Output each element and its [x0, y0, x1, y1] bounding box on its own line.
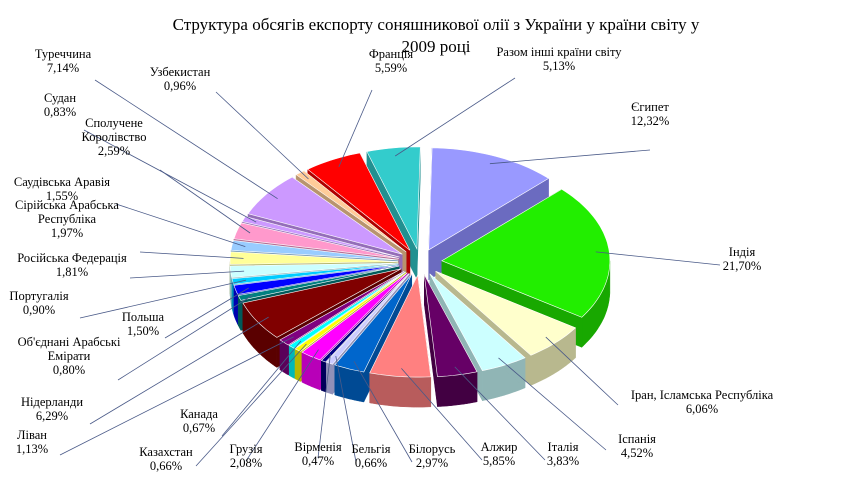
- slice-label-6: Білорусь 2,97%: [409, 442, 456, 470]
- leader-line-19: [115, 203, 246, 247]
- pie-slice-туреччина: [247, 176, 403, 255]
- leader-line-8: [317, 354, 331, 459]
- slice-label-10: Казахстан 0,66%: [139, 445, 193, 473]
- slice-label-22: Туреччина 7,14%: [35, 47, 92, 75]
- slice-label-20: Сполучене Королівство 2,59%: [82, 116, 147, 158]
- pie-slice-сполучене-королівство: [233, 222, 399, 259]
- leader-line-7: [335, 356, 357, 463]
- slice-label-2: Іран, Ісламська Республіка 6,06%: [631, 388, 774, 416]
- slice-label-7: Бельгія 0,66%: [351, 442, 390, 470]
- slice-label-13: Нідерланди 6,29%: [21, 395, 83, 423]
- slice-label-12: Ліван 1,13%: [16, 428, 48, 456]
- chart-title-line-2: 2009 році: [401, 37, 470, 56]
- pie-slice-нідерланди: [242, 268, 402, 338]
- slice-label-8: Вірменія 0,47%: [294, 440, 341, 468]
- slice-label-3: Іспанія 4,52%: [618, 432, 656, 460]
- leader-line-22: [94, 79, 278, 200]
- leader-line-9: [245, 349, 319, 462]
- pie-slice-канада: [288, 271, 406, 349]
- pie-slice-грузія: [301, 272, 408, 361]
- slice-label-21: Судан 0,83%: [44, 91, 76, 119]
- leader-line-11: [221, 340, 302, 437]
- pie-slice-разом-інші-країни-світу: [366, 146, 421, 251]
- pie-slice-ліван: [279, 270, 405, 346]
- leader-line-1: [595, 251, 721, 266]
- leader-line-12: [59, 336, 294, 456]
- pie-slice-італія: [424, 274, 478, 377]
- slice-label-4: Італія 3,83%: [547, 440, 579, 468]
- leader-line-20: [159, 169, 251, 234]
- leader-line-5: [401, 368, 483, 461]
- leader-line-21: [83, 129, 257, 223]
- leader-line-4: [454, 366, 546, 461]
- slice-label-16: Португалія 0,90%: [9, 289, 68, 317]
- pie-slice-об-єднані-арабські-емірати: [237, 265, 400, 301]
- slice-labels: Єгипет 12,32% Індія 21,70% Іран, Ісламська Р…: [9, 45, 773, 473]
- slice-label-18: Сірійська Арабська Республіка 1,97%: [15, 198, 119, 240]
- pie-slice-франція: [307, 152, 411, 251]
- pie-slice-польша: [233, 264, 399, 295]
- pie-slice-єгипет: [428, 147, 550, 251]
- slice-label-23: Узбекистан 0,96%: [150, 65, 211, 93]
- leader-line-17: [129, 270, 245, 279]
- slice-label-9: Грузія 2,08%: [230, 442, 263, 470]
- leader-line-2: [545, 336, 619, 406]
- leader-lines: [59, 77, 721, 467]
- leader-line-0: [489, 149, 651, 165]
- chart-title-line-1: Структура обсягів експорту соняшникової …: [173, 15, 700, 34]
- pie-slice-tops: [229, 146, 611, 378]
- leader-line-18: [139, 251, 244, 259]
- leader-line-10: [195, 343, 307, 467]
- leader-line-25: [394, 77, 516, 157]
- slice-label-24: Франція 5,59%: [369, 47, 414, 75]
- slice-label-1: Індія 21,70%: [723, 245, 762, 273]
- slice-label-19: Саудівська Аравія 1,55%: [14, 175, 110, 203]
- leader-line-14: [117, 295, 253, 381]
- leader-line-23: [215, 91, 309, 180]
- pie-slice-іран-ісламська-республіка: [435, 271, 577, 356]
- slice-label-17: Російська Федерація 1,81%: [17, 251, 127, 279]
- pie-slice-вірменія: [320, 273, 410, 363]
- slice-label-5: Алжир 5,85%: [481, 440, 518, 468]
- pie-slice-алжир: [369, 274, 432, 378]
- leader-line-16: [79, 279, 247, 319]
- pie-slice-узбекистан: [295, 170, 407, 253]
- leader-line-24: [338, 89, 373, 168]
- pie-slice-сірійська-арабська-республіка: [229, 251, 399, 265]
- pie-slice-судан: [241, 216, 400, 258]
- leader-line-15: [164, 287, 249, 339]
- leader-line-3: [498, 357, 607, 451]
- slice-label-0: Єгипет 12,32%: [631, 100, 670, 128]
- pie-slice-іспанія: [429, 273, 526, 372]
- slice-label-14: Об'єднані Арабські Емірати 0,80%: [18, 335, 121, 377]
- slice-label-11: Канада 0,67%: [180, 407, 218, 435]
- slice-label-15: Польша 1,50%: [122, 310, 165, 338]
- pie-slice-індія: [441, 188, 611, 318]
- leader-line-13: [89, 316, 269, 425]
- pie-slice-саудівська-аравія: [230, 240, 399, 261]
- leader-line-6: [353, 361, 413, 463]
- slice-label-25: Разом інші країни світу 5,13%: [496, 45, 622, 73]
- pie-slice-білорусь: [334, 274, 413, 373]
- pie-slice-португалія: [231, 263, 399, 285]
